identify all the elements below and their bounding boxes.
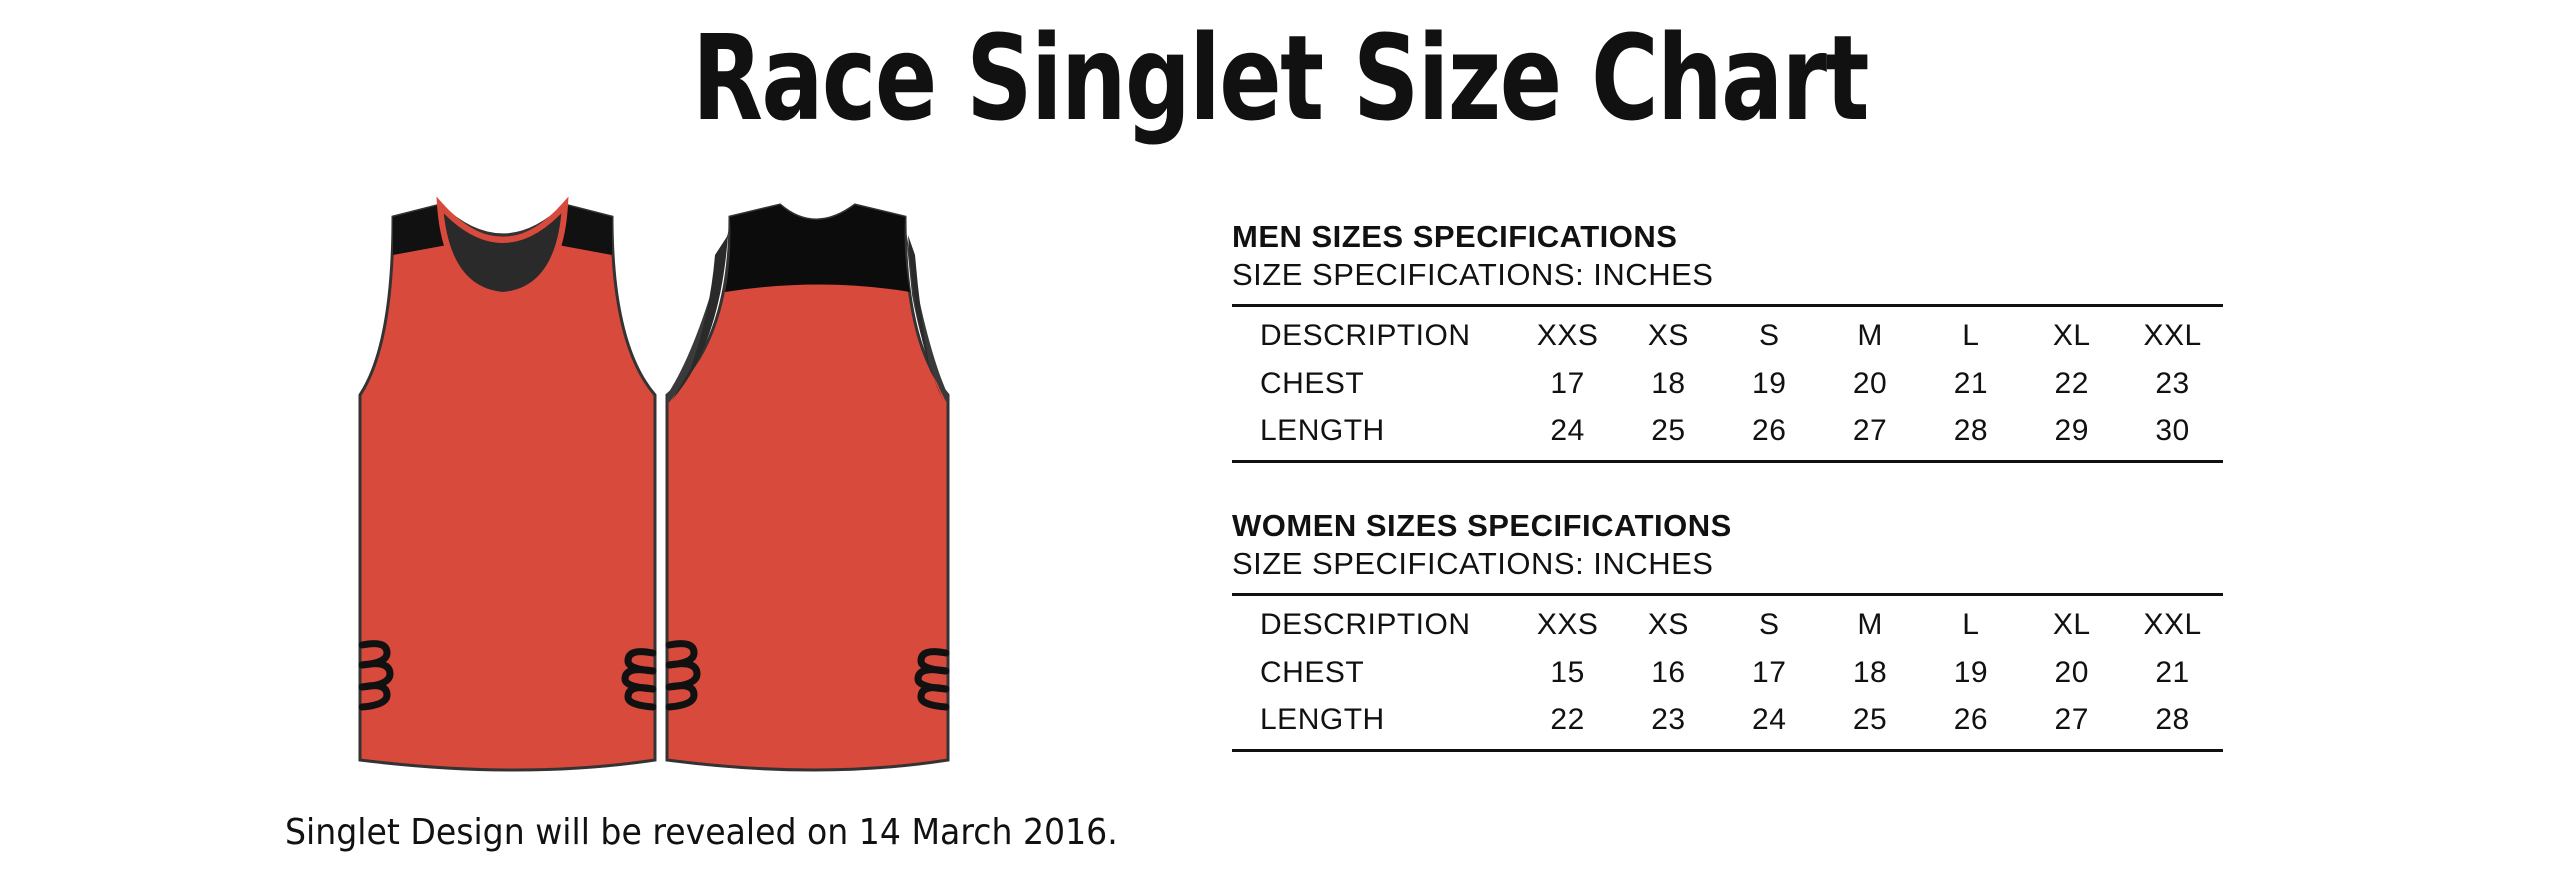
- table-cell: 16: [1651, 655, 1686, 689]
- table-cell: XXS: [1536, 608, 1599, 642]
- table-cell: 17: [1752, 655, 1787, 689]
- table-cell: M: [1857, 319, 1883, 353]
- table-cell: XL: [2052, 319, 2091, 353]
- table-cell: XS: [1647, 608, 1689, 642]
- table-cell: XXL: [2143, 608, 2202, 642]
- row-label: LENGTH: [1260, 413, 1385, 447]
- table-cell: L: [1962, 608, 1980, 642]
- logo-mark-icon: [358, 640, 394, 711]
- singlet-front-image: [358, 196, 657, 772]
- singlet-back-image: [665, 203, 950, 772]
- table-cell: 28: [2155, 702, 2190, 736]
- table-row: LENGTH 24 25 26 27 28 29 30: [1232, 410, 2223, 462]
- table-cell: 29: [2054, 413, 2089, 447]
- table-row: DESCRIPTION XXS XS S M L XL XXL: [1232, 306, 2223, 358]
- table-cell: 24: [1550, 413, 1585, 447]
- table-row: CHEST 15 16 17 18 19 20 21: [1232, 647, 2223, 699]
- men-size-table: DESCRIPTION XXS XS S M L XL XXL CHEST 17…: [1232, 304, 2223, 463]
- table-cell: 19: [1953, 655, 1989, 689]
- table-cell: S: [1758, 608, 1780, 642]
- table-cell: 23: [1651, 702, 1686, 736]
- table-row: DESCRIPTION XXS XS S M L XL XXL: [1232, 595, 2223, 647]
- men-spec-heading: MEN SIZES SPECIFICATIONS: [1232, 219, 1678, 254]
- women-size-spec: WOMEN SIZES SPECIFICATIONS SIZE SPECIFIC…: [1232, 507, 2223, 752]
- page-title: Race Singlet Size Chart: [692, 9, 1869, 147]
- row-label: CHEST: [1260, 366, 1365, 400]
- row-label: CHEST: [1260, 655, 1365, 689]
- table-row: LENGTH 22 23 24 25 26 27 28: [1232, 699, 2223, 751]
- men-size-spec: MEN SIZES SPECIFICATIONS SIZE SPECIFICAT…: [1232, 218, 2223, 463]
- table-cell: 23: [2155, 366, 2190, 400]
- row-label: DESCRIPTION: [1260, 319, 1471, 353]
- table-cell: 27: [1852, 413, 1888, 447]
- table-cell: 21: [2155, 655, 2190, 689]
- table-cell: M: [1857, 608, 1883, 642]
- table-cell: 28: [1953, 413, 1989, 447]
- table-cell: 19: [1752, 366, 1787, 400]
- women-spec-subheading: SIZE SPECIFICATIONS: INCHES: [1232, 546, 1714, 581]
- table-cell: 26: [1752, 413, 1787, 447]
- row-label: LENGTH: [1260, 702, 1385, 736]
- table-cell: 27: [2054, 702, 2089, 736]
- women-size-table: DESCRIPTION XXS XS S M L XL XXL CHEST 15…: [1232, 593, 2223, 752]
- table-cell: 21: [1953, 366, 1989, 400]
- table-cell: L: [1962, 319, 1980, 353]
- table-cell: 24: [1752, 702, 1787, 736]
- women-spec-heading: WOMEN SIZES SPECIFICATIONS: [1232, 508, 1732, 543]
- table-cell: 20: [1852, 366, 1888, 400]
- table-cell: 26: [1953, 702, 1989, 736]
- table-cell: 25: [1651, 413, 1686, 447]
- table-cell: 25: [1852, 702, 1888, 736]
- table-cell: 18: [1852, 655, 1888, 689]
- table-cell: 15: [1550, 655, 1585, 689]
- table-cell: 22: [2054, 366, 2089, 400]
- table-row: CHEST 17 18 19 20 21 22 23: [1232, 358, 2223, 410]
- table-cell: 20: [2054, 655, 2089, 689]
- table-cell: XS: [1647, 319, 1689, 353]
- table-cell: 17: [1550, 366, 1585, 400]
- table-cell: XXL: [2143, 319, 2202, 353]
- design-reveal-caption: Singlet Design will be revealed on 14 Ma…: [285, 812, 1118, 853]
- table-cell: XXS: [1536, 319, 1599, 353]
- men-spec-subheading: SIZE SPECIFICATIONS: INCHES: [1232, 257, 1714, 292]
- row-label: DESCRIPTION: [1260, 608, 1471, 642]
- singlet-illustrations: [300, 195, 1080, 805]
- table-cell: 22: [1550, 702, 1585, 736]
- table-cell: S: [1758, 319, 1780, 353]
- table-cell: XL: [2052, 608, 2091, 642]
- table-cell: 30: [2155, 413, 2190, 447]
- table-cell: 18: [1651, 366, 1686, 400]
